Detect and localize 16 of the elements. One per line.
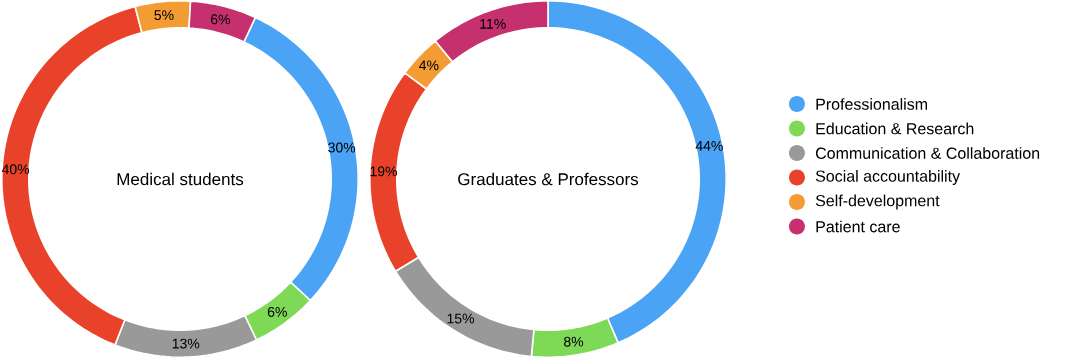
text: Medical students xyxy=(117,172,244,186)
legend-label: Self-development xyxy=(815,194,940,210)
data-label: 4% xyxy=(419,60,439,71)
data-label: 11% xyxy=(480,18,506,29)
legend-label: Professionalism xyxy=(816,98,927,110)
data-label: 5% xyxy=(154,10,174,21)
legend-label: Social accountability xyxy=(815,170,961,185)
legend-label: Communication & Collaboration xyxy=(815,147,1040,159)
data-label: 13% xyxy=(172,338,200,349)
data-label: 6% xyxy=(211,14,231,25)
legend-label: Education & Research xyxy=(816,122,974,135)
data-label: 6% xyxy=(267,306,287,317)
text: Graduates & Professors xyxy=(458,172,639,186)
data-label: 15% xyxy=(447,313,475,324)
data-label: 8% xyxy=(564,336,584,347)
legend-label: Patient care xyxy=(816,220,900,233)
